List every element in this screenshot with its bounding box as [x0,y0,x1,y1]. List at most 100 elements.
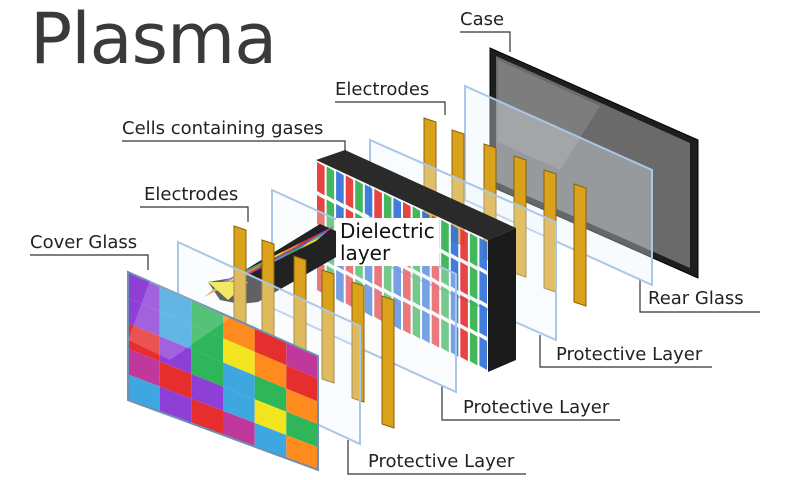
cover-glass-tile [223,362,255,400]
label-electrodes-front: Electrodes [144,184,239,205]
cover-glass-tile [159,311,192,350]
label-dielectric-line2: layer [340,241,391,265]
gas-cell [479,237,487,271]
gas-cell [422,276,430,311]
dielectric-tile [312,226,334,239]
cover-glass-tile [254,399,287,436]
cover-glass-tile [128,272,160,312]
dielectric-tile [300,236,322,249]
gas-cell [479,336,487,370]
cover-glass-tile [159,336,192,374]
gas-cell [460,327,468,362]
cover-glass-tile [286,388,318,425]
leader-line-protective-1 [539,335,712,368]
gas-cell [403,268,411,302]
cover-glass-tile [128,348,160,387]
front-electrodes [233,225,395,429]
dielectric-tile [290,239,312,252]
cover-glass-tile [223,314,255,352]
cover-glass-tile [254,351,287,389]
cover-glass-tile [286,411,318,448]
cover-glass-tile [286,435,318,470]
cover-glass-tile [191,374,223,411]
gas-cell [479,303,487,337]
gas-cell [383,259,392,293]
label-electrodes-top: Electrodes [335,79,430,100]
leader-line-protective-2 [441,385,620,421]
gas-cell [374,188,382,223]
label-dielectric-line1: Dielectric [340,219,435,243]
cover-glass-tile [191,300,223,339]
gas-cell [431,281,440,315]
gas-cell [460,261,468,296]
gas-cell [441,219,449,254]
dielectric-tile [284,244,306,257]
label-cells: Cells containing gases [122,118,324,139]
gas-cell [336,170,344,205]
gas-cell [412,305,421,339]
label-cover-glass: Cover Glass [30,232,138,253]
gas-cell [345,175,354,209]
rear-glass [464,84,653,287]
gas-cell [469,299,478,333]
page-title: Plasma [30,0,277,80]
label-protective-layer-1: Protective Layer [556,344,703,365]
gas-cell [345,274,354,308]
cover-glass-tile [286,365,318,402]
dielectric-tile [306,231,328,244]
case [489,47,699,279]
gas-cell [326,166,335,200]
gas-cell [450,224,459,258]
gas-cell [403,301,411,335]
cells-block [316,150,516,372]
cover-glass [127,270,319,472]
leader-line-rear-glass [639,280,760,313]
cover-glass-tile [159,286,192,325]
cover-glass-tile [254,375,287,412]
dielectric-tile [280,242,302,255]
cover-glass-tile [286,342,318,379]
cover-glass-glare [128,280,230,360]
label-dielectric-layer: Dielectric layer [336,218,439,266]
label-protective-layer-3: Protective Layer [368,451,515,472]
gas-cell [469,266,478,300]
gas-cell [374,287,382,322]
gas-cell [393,296,401,330]
cover-glass-tile [128,323,160,362]
gas-cell [460,294,468,329]
label-protective-layer-2: Protective Layer [463,397,610,418]
cover-glass-tile [223,338,255,376]
gas-cell [355,179,363,214]
gas-cell [393,263,401,297]
cover-glass-tile [223,386,255,423]
leader-lines [30,31,760,475]
leader-line-protective-3 [347,440,526,475]
cover-glass-tile [191,349,223,387]
dielectric-tile [296,234,318,247]
gas-cell [422,309,430,344]
gas-cell [336,269,344,304]
cover-glass-tile [128,297,160,337]
leader-line-cells [122,140,346,160]
leader-line-cover-glass [30,254,149,270]
cover-glass-frame [127,270,319,472]
leader-line-electrodes-top [335,101,446,115]
gas-cell [479,270,487,304]
dielectric-tile [242,263,264,276]
gas-cells [317,162,487,370]
label-case: Case [460,9,505,30]
gas-cell [441,285,449,320]
gas-cell [317,162,325,196]
gas-cell [441,318,449,353]
gas-cell [431,314,440,348]
gas-cell [412,272,421,306]
gas-cell [469,332,478,366]
cover-glass-tile [159,361,192,399]
cover-glass-tile [191,324,223,363]
label-rear-glass: Rear Glass [648,288,744,309]
gas-cell [364,283,373,317]
dielectric-tile [274,247,296,260]
gas-cell [469,233,478,267]
